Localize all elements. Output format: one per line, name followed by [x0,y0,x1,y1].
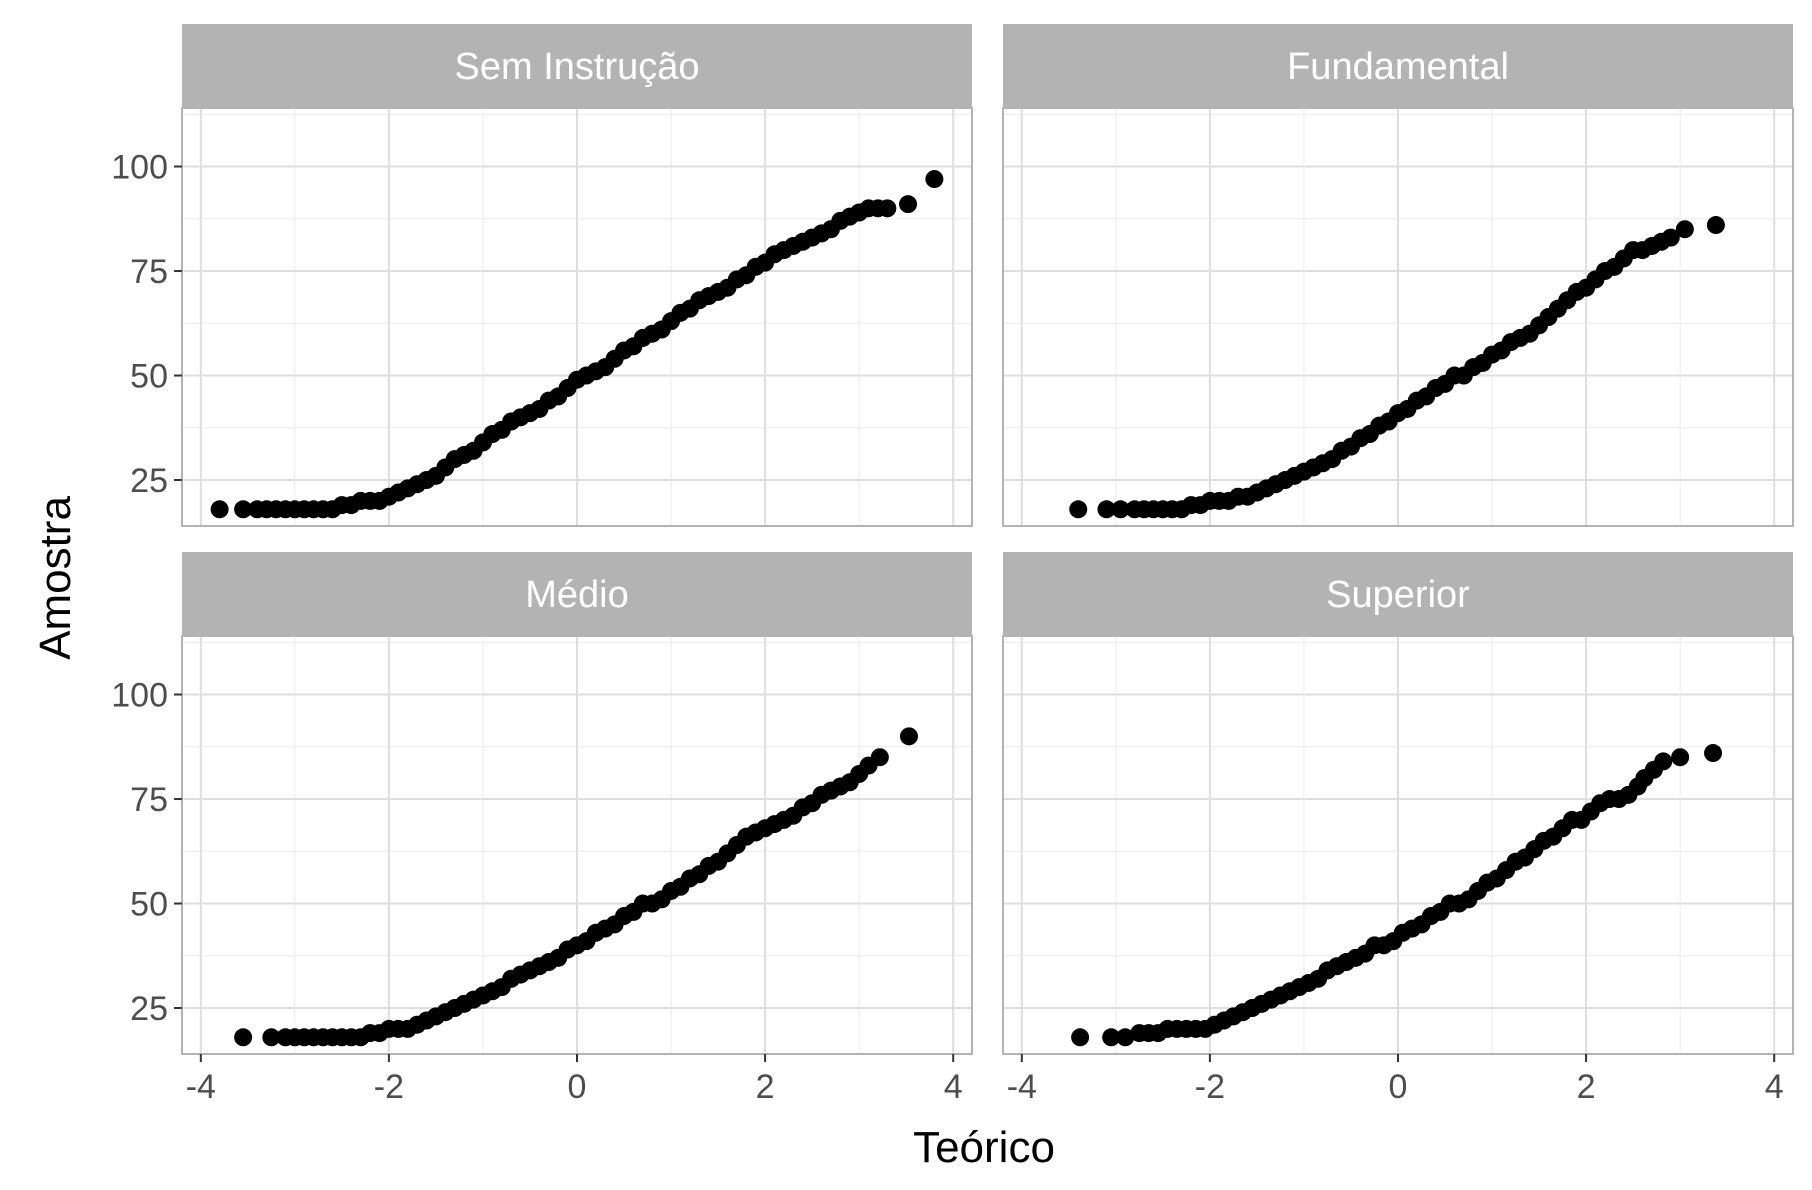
y-tick-label: 75 [130,253,168,291]
data-point [1671,748,1690,767]
x-tick-label: 0 [568,1068,587,1106]
facet-strip [1003,24,1793,108]
facet-strip [182,24,972,108]
facet-strip-label: Fundamental [1287,46,1509,88]
facet-strip-label: Superior [1326,574,1470,616]
x-tick-label: 2 [756,1068,775,1106]
x-axis-title: Teórico [913,1123,1055,1172]
data-point [1071,1028,1090,1047]
facet-panel: Superior -4 -2 0 2 4 [1002,552,1794,1106]
data-point [925,170,944,189]
facet-strip-label: Médio [525,574,629,616]
facet-panel: Médio 25 50 75 100 -4 -2 0 2 4 [111,552,973,1106]
data-point [878,199,897,218]
facet-strip [1003,552,1793,636]
data-point [1102,1028,1121,1047]
panel-border [1002,107,1794,527]
y-tick-label: 25 [130,462,168,500]
y-axis-title: Amostra [31,496,80,660]
data-point [1675,220,1694,239]
x-tick-label: 0 [1389,1068,1408,1106]
x-tick-label: 4 [944,1068,963,1106]
data-point [1706,216,1725,235]
data-point [899,195,918,214]
data-point [899,727,918,746]
x-tick-label: -4 [1007,1068,1037,1106]
data-point [234,1028,253,1047]
y-tick-label: 100 [111,149,168,187]
y-tick-label: 25 [130,990,168,1028]
data-point [1661,228,1680,247]
data-point [1111,500,1130,519]
x-tick-label: 4 [1765,1068,1784,1106]
data-point [1654,752,1673,771]
x-tick-label: -4 [186,1068,216,1106]
facet-strip [182,552,972,636]
data-point [1116,1028,1135,1047]
data-point [1097,500,1116,519]
data-point [1069,500,1088,519]
data-point [234,500,253,519]
data-point [870,748,889,767]
data-point [210,500,229,519]
y-tick-label: 50 [130,886,168,924]
x-tick-label: 2 [1577,1068,1596,1106]
facet-panel: Sem Instrução 25 50 75 100 [111,24,973,527]
facet-panels: Sem Instrução255075100FundamentalMédio25… [111,24,1794,1106]
data-point [262,1028,281,1047]
facet-panel: Fundamental [1002,24,1794,527]
facet-strip-label: Sem Instrução [455,46,700,88]
y-tick-label: 100 [111,677,168,715]
y-tick-label: 75 [130,781,168,819]
x-tick-label: -2 [374,1068,404,1106]
y-tick-label: 50 [130,358,168,396]
x-tick-label: -2 [1195,1068,1225,1106]
data-point [1704,744,1723,763]
panel-border [181,107,973,527]
